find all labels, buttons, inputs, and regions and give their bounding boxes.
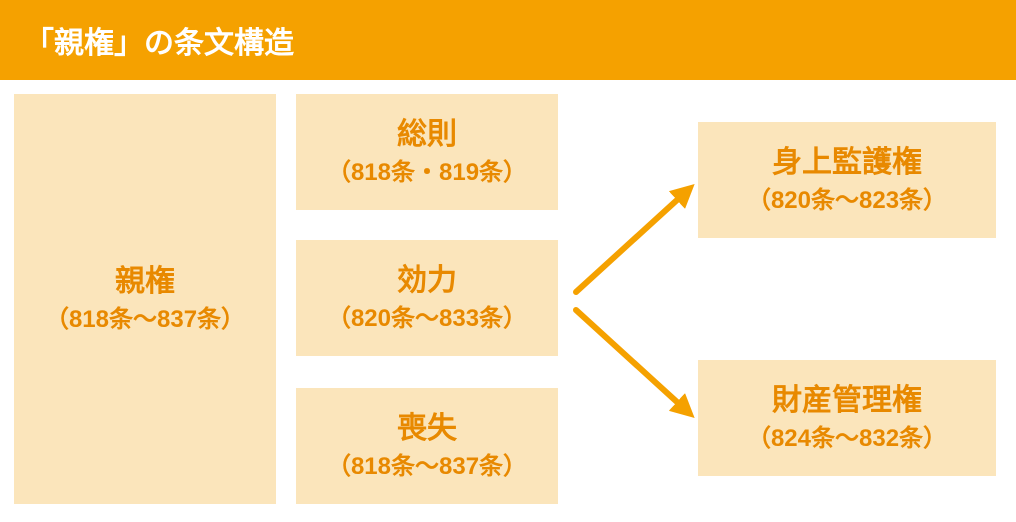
box-custody-title: 身上監護権	[772, 142, 922, 184]
box-loss-sub: （818条〜837条）	[327, 450, 527, 484]
box-custody-sub: （820条〜823条）	[747, 184, 947, 218]
box-custody: 身上監護権 （820条〜823条）	[698, 122, 996, 238]
arrow-up	[576, 190, 688, 292]
box-general-title: 総則	[397, 114, 457, 156]
box-root-title: 親権	[115, 261, 175, 303]
box-effect: 効力 （820条〜833条）	[296, 240, 558, 356]
box-general: 総則 （818条・819条）	[296, 94, 558, 210]
header-bar: 「親権」の条文構造	[0, 0, 1016, 80]
box-effect-title: 効力	[397, 260, 457, 302]
box-root-sub: （818条〜837条）	[45, 303, 245, 337]
header-title: 「親権」の条文構造	[24, 27, 294, 60]
arrow-down	[576, 310, 688, 412]
box-general-sub: （818条・819条）	[327, 156, 527, 190]
box-loss: 喪失 （818条〜837条）	[296, 388, 558, 504]
diagram-area: 親権 （818条〜837条） 総則 （818条・819条） 効力 （820条〜8…	[0, 80, 1016, 522]
box-property: 財産管理権 （824条〜832条）	[698, 360, 996, 476]
box-property-sub: （824条〜832条）	[747, 422, 947, 456]
box-root: 親権 （818条〜837条）	[14, 94, 276, 504]
box-loss-title: 喪失	[397, 408, 457, 450]
box-property-title: 財産管理権	[772, 380, 922, 422]
box-effect-sub: （820条〜833条）	[327, 302, 527, 336]
